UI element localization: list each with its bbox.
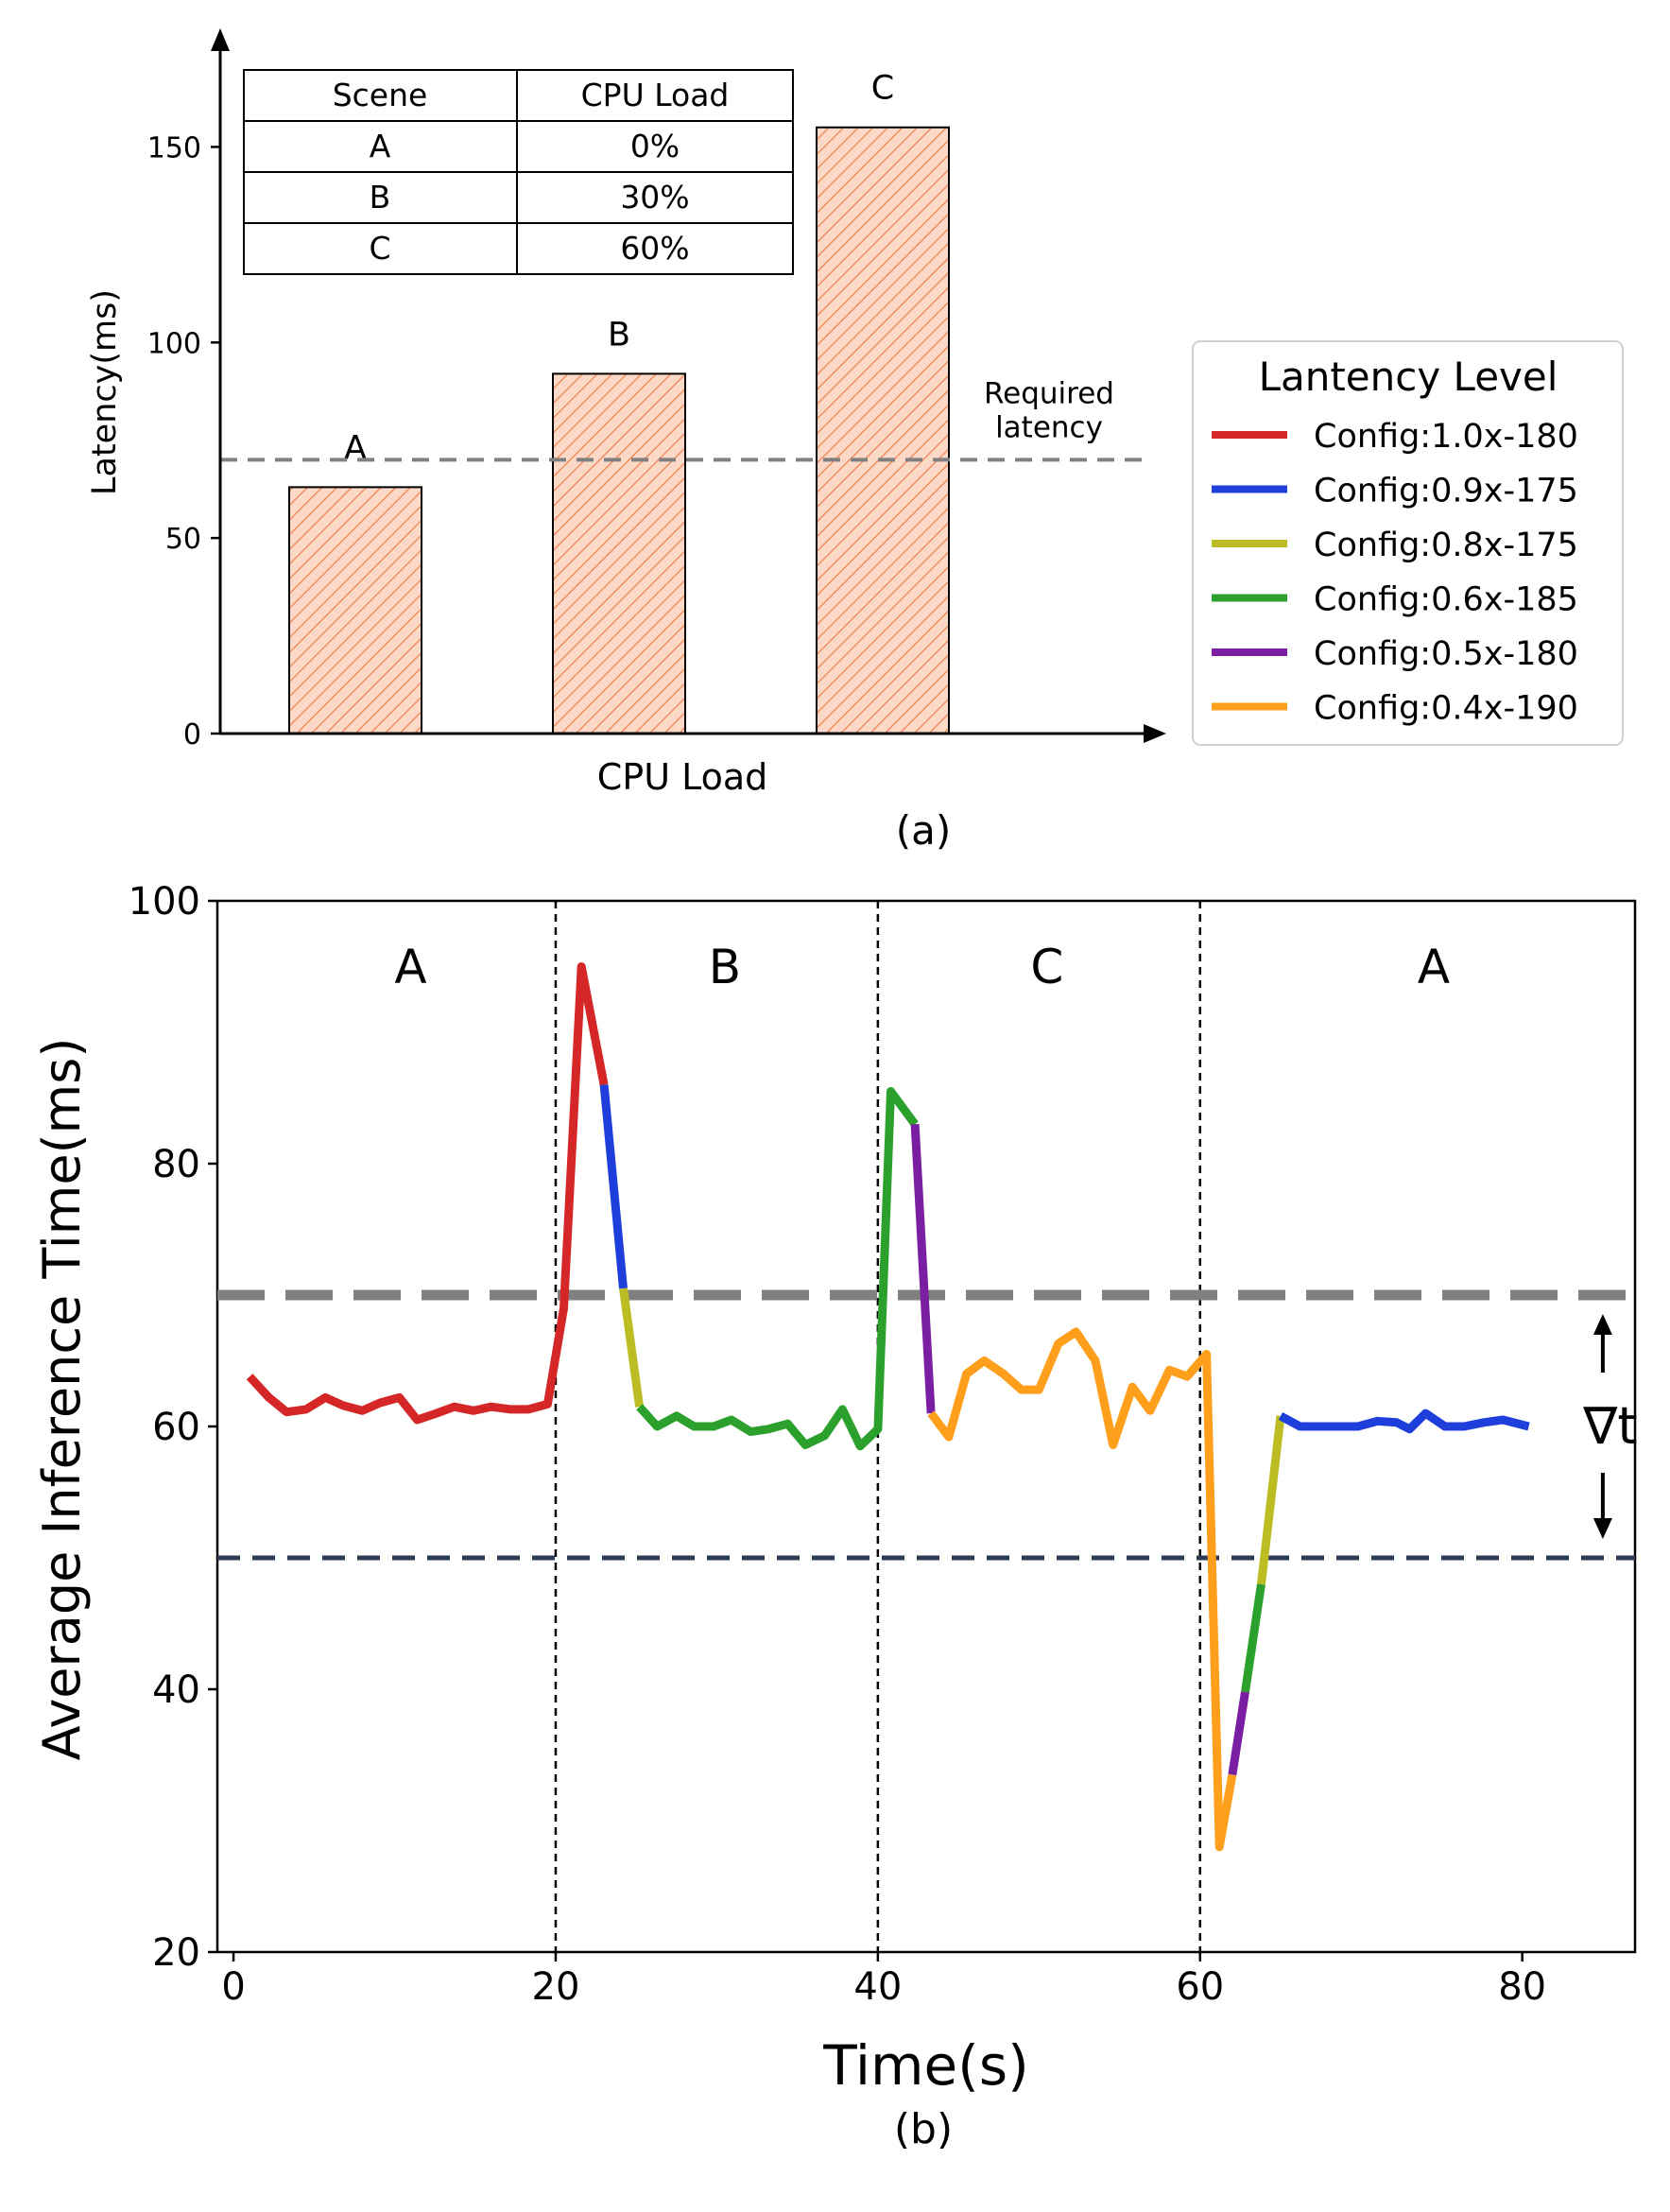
panel-b-y-label: Average Inference Time(ms) [32, 1038, 92, 1761]
scene-label: C [1030, 940, 1063, 994]
table-cell-scene: B [370, 179, 391, 216]
table-cell-scene: C [369, 230, 390, 267]
panel-b-caption: (b) [894, 2105, 953, 2153]
series-segment [1241, 1583, 1265, 1693]
x-tick-label: 0 [221, 1965, 245, 2009]
table-header-cpu-load: CPU Load [581, 77, 730, 113]
table-header-scene: Scene [333, 77, 428, 113]
gap-label: ∇t [1582, 1396, 1637, 1456]
panel-a-y-tick-label: 50 [165, 523, 201, 556]
bar-a [288, 486, 422, 734]
legend-label: Config:1.0x-180 [1314, 418, 1578, 456]
bar-label-b: B [608, 316, 630, 354]
cpu-load-table: Scene CPU Load A 0% B 30% C 60% [243, 69, 794, 275]
y-tick-label: 80 [152, 1143, 200, 1186]
table-cell-load: 60% [620, 230, 689, 267]
panel-a-y-label: Latency(ms) [86, 289, 124, 495]
scene-label: B [709, 940, 741, 994]
legend: Lantency Level Config:1.0x-180 Config:0.9… [1192, 340, 1624, 746]
legend-label: Config:0.5x-180 [1314, 635, 1578, 673]
panel-a-x-label: CPU Load [597, 756, 768, 798]
x-tick-label: 80 [1498, 1965, 1546, 2009]
gap-arrow-up-head [1593, 1314, 1612, 1335]
series-segment [1257, 1415, 1285, 1585]
panel-b-ticks: 0 20 40 60 80 20 40 60 80 100 [129, 880, 1546, 2009]
panel-b-x-label: Time(s) [822, 2033, 1028, 2098]
series-segment [636, 1087, 919, 1451]
scene-boundaries [554, 901, 1202, 1952]
legend-label: Config:0.6x-185 [1314, 581, 1578, 619]
y-tick-label: 40 [152, 1668, 200, 1712]
legend-title: Lantency Level [1259, 354, 1558, 400]
legend-label: Config:0.8x-175 [1314, 527, 1578, 564]
y-tick-label: 100 [129, 880, 200, 924]
series-segment [599, 1084, 628, 1289]
panel-a-y-tick-label: 100 [147, 327, 201, 360]
required-latency-label-line1: Required [984, 376, 1114, 410]
table-cell-scene: A [370, 128, 391, 164]
table-cell-load: 0% [630, 128, 680, 164]
scene-label: A [394, 940, 426, 994]
x-tick-label: 20 [532, 1965, 580, 2009]
x-tick-label: 60 [1176, 1965, 1224, 2009]
scene-label: A [1418, 940, 1450, 994]
bar-c [816, 126, 950, 734]
panel-a-caption: (a) [896, 807, 952, 854]
inference-series [246, 962, 1530, 1852]
y-tick-label: 20 [152, 1931, 200, 1975]
legend-entries: Config:1.0x-180 Config:0.9x-175 Config:0.8… [1212, 418, 1578, 728]
legend-label: Config:0.4x-190 [1314, 690, 1578, 728]
panel-a-y-tick-label: 150 [147, 131, 201, 164]
legend-box [1192, 340, 1624, 746]
bar-label-c: C [871, 70, 894, 108]
panel-b: 0 20 40 60 80 20 40 60 80 100 A B C A ∇t Average Inf… [32, 880, 1638, 2153]
series-segment [910, 1124, 936, 1414]
bar-b [552, 372, 686, 734]
table-cell-load: 30% [620, 179, 689, 216]
series-segment [1278, 1408, 1530, 1434]
required-latency-label-line2: latency [995, 410, 1103, 444]
legend-label: Config:0.9x-175 [1314, 473, 1578, 510]
series-segment [619, 1287, 645, 1408]
panel-a-y-tick-label: 0 [183, 718, 201, 752]
x-tick-label: 40 [853, 1965, 902, 2009]
y-tick-label: 60 [152, 1406, 200, 1449]
panel-a-x-axis-arrow [1144, 724, 1166, 743]
panel-a-y-axis-arrow [211, 28, 230, 51]
panel-a-y-ticks: 0 50 100 150 [147, 131, 220, 752]
panel-b-frame [215, 899, 1637, 1954]
gap-arrow-down-head [1593, 1518, 1612, 1539]
series-segment [927, 1327, 1237, 1852]
series-segment [246, 962, 609, 1425]
series-segment [1228, 1691, 1249, 1775]
